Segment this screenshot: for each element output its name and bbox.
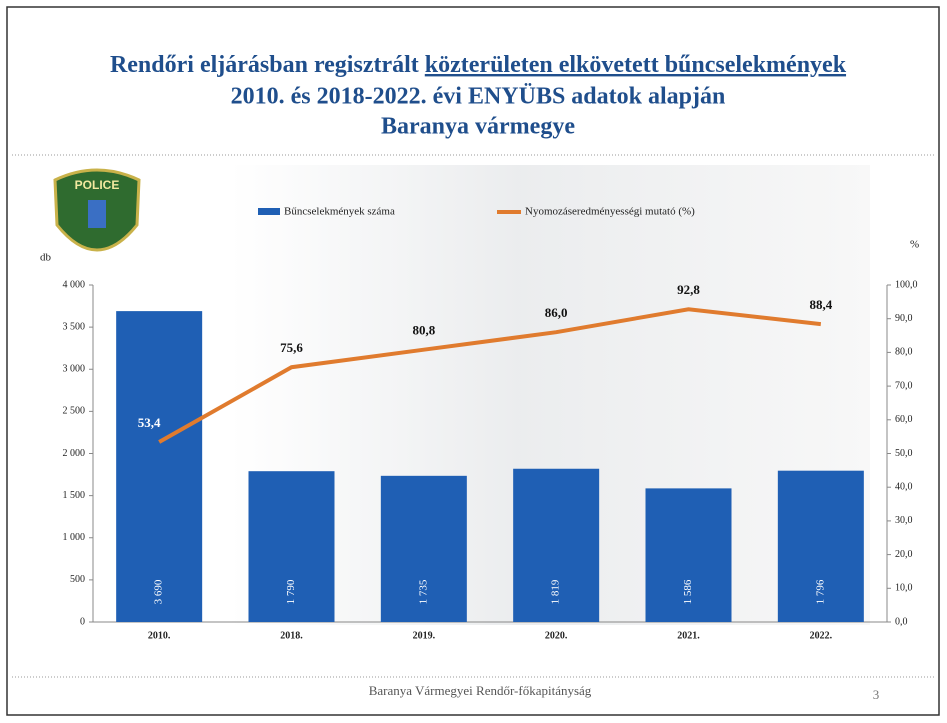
bar-value-label: 1 819: [550, 579, 562, 604]
logo-emblem: [88, 200, 106, 228]
y-tick-label: 1 000: [63, 532, 86, 543]
bar: [248, 471, 335, 622]
logo: POLICE: [53, 168, 141, 252]
y-tick-label: 2 500: [63, 406, 86, 417]
title-line: 2010. és 2018-2022. évi ENYÜBS adatok al…: [231, 84, 726, 110]
bar-value-label: 1 735: [417, 579, 429, 604]
y-tick-label: 1 500: [63, 490, 86, 501]
y-tick-label: 0: [80, 616, 85, 627]
line-value-label: 53,4: [138, 415, 161, 430]
footer: Baranya Vármegyei Rendőr-főkapitányság: [369, 683, 592, 698]
bar: [513, 468, 600, 622]
bar-value-label: 1 796: [814, 579, 826, 604]
y2-tick-label: 20,0: [895, 549, 913, 560]
logo-text: POLICE: [75, 178, 120, 192]
x-tick-label: 2020.: [545, 630, 568, 641]
title-line: Rendőri eljárásban regisztrált közterüle…: [110, 52, 847, 78]
y-tick-label: 2 000: [63, 448, 86, 459]
legend-label: Bűncselekmények száma: [284, 206, 395, 218]
bar-value-label: 1 586: [682, 579, 694, 604]
slide-frame: [6, 6, 940, 716]
y2-tick-label: 70,0: [895, 380, 913, 391]
y-tick-label: 3 500: [63, 321, 86, 332]
bar-value-label: 3 690: [153, 579, 165, 604]
bar: [645, 488, 732, 622]
y2-tick-label: 30,0: [895, 515, 913, 526]
y2-tick-label: 40,0: [895, 481, 913, 492]
y-tick-label: 500: [70, 574, 85, 585]
line: [158, 307, 822, 444]
page-number: 3: [873, 687, 880, 702]
line-value-label: 75,6: [280, 340, 303, 355]
y-axis-label: db: [40, 252, 52, 264]
y2-tick-label: 50,0: [895, 448, 913, 459]
line-value-label: 80,8: [412, 323, 435, 338]
x-tick-label: 2010.: [148, 630, 171, 641]
x-tick-label: 2018.: [280, 630, 303, 641]
title-line: Baranya vármegye: [381, 114, 575, 140]
y2-axis-label: %: [910, 239, 919, 251]
x-tick-label: 2022.: [810, 630, 833, 641]
bar-value-label: 1 790: [285, 579, 297, 604]
legend-swatch: [258, 208, 280, 215]
line-value-label: 92,8: [677, 282, 700, 297]
line-value-label: 88,4: [809, 297, 832, 312]
line-value-label: 86,0: [545, 305, 568, 320]
title-part: közterületen elkövetett bűncselekmények: [425, 52, 847, 78]
y2-tick-label: 10,0: [895, 583, 913, 594]
y2-tick-label: 90,0: [895, 313, 913, 324]
y2-tick-label: 100,0: [895, 279, 918, 290]
bar: [116, 311, 203, 622]
y2-tick-label: 0,0: [895, 616, 908, 627]
title-part: Rendőri eljárásban regisztrált: [110, 52, 425, 78]
y2-tick-label: 80,0: [895, 347, 913, 358]
y2-tick-label: 60,0: [895, 414, 913, 425]
bar: [380, 475, 467, 622]
bar: [777, 470, 864, 622]
y-tick-label: 4 000: [63, 279, 86, 290]
x-tick-label: 2021.: [677, 630, 700, 641]
y-tick-label: 3 000: [63, 364, 86, 375]
legend-label: Nyomozáseredményességi mutató (%): [525, 206, 695, 218]
x-tick-label: 2019.: [413, 630, 436, 641]
